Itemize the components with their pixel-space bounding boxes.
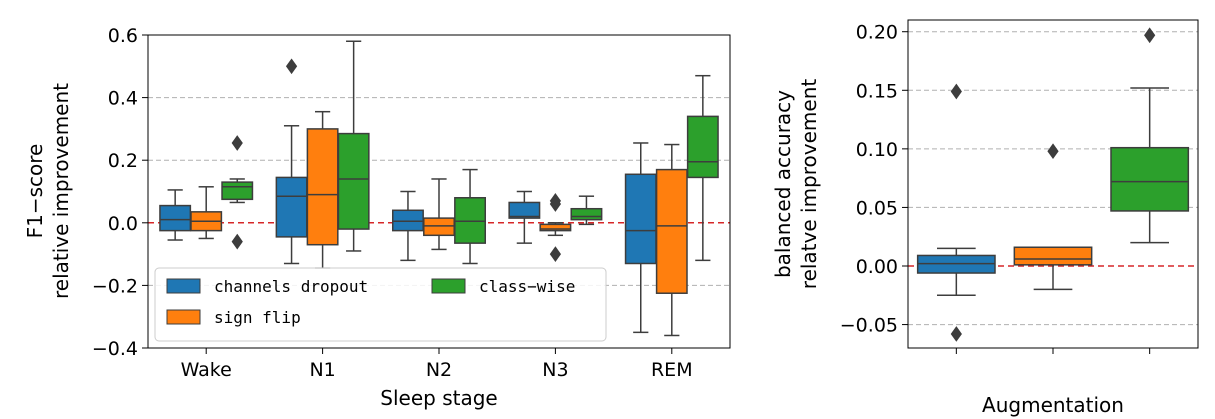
left-y-axis-label-line2: relative improvement — [49, 83, 73, 299]
legend-frame — [154, 267, 607, 342]
left-y-tick-label: −0.2 — [92, 275, 138, 297]
right-box-channels-dropout-outlier-0 — [950, 83, 962, 100]
left-boxes — [159, 40, 719, 337]
right-y-ticks: −0.05 0.00 0.05 0.10 0.15 0.20 — [840, 22, 908, 337]
left-x-tick-label: REM — [651, 359, 693, 381]
left-box-class-wise-n2-box — [454, 197, 486, 244]
right-y-tick-label: 0.20 — [856, 22, 898, 44]
legend-label-channels-dropout: channels dropout — [214, 277, 368, 296]
right-boxes — [916, 27, 1190, 342]
left-box-sign-flip-n3-outlier-1 — [549, 196, 562, 212]
left-box-channels-dropout-n1-box — [275, 176, 308, 238]
left-y-axis-label-line1: F1−score — [23, 144, 47, 239]
left-box-channels-dropout-n3-box — [508, 201, 541, 219]
legend: channels dropout sign flip class−wise — [154, 267, 607, 342]
right-y-axis-label-line1: balanced accuracy — [771, 90, 795, 278]
left-box-class-wise-wake-box — [221, 181, 254, 201]
left-x-tick-label: N2 — [426, 359, 452, 381]
left-x-tick-label: N1 — [309, 359, 335, 381]
left-box-channels-dropout-wake-box — [159, 204, 192, 232]
left-box-sign-flip-rem-box — [655, 168, 688, 294]
left-y-tick-label: 0.2 — [108, 150, 138, 172]
right-box-sign-flip-box — [1013, 246, 1093, 266]
left-y-tick-label: 0.4 — [108, 88, 138, 110]
left-panel: −0.4 −0.2 0.0 0.2 0.4 0.6 Wake N1 N2 N3 REM Sleep… — [23, 25, 731, 410]
right-panel: −0.05 0.00 0.05 0.10 0.15 0.20 Augmentation b… — [771, 19, 1199, 417]
left-y-tick-label: 0.0 — [108, 213, 138, 235]
legend-swatch-sign-flip — [166, 309, 201, 325]
left-x-tick-label: Wake — [181, 359, 232, 381]
right-y-axis-label-line2: relatve improvement — [797, 79, 821, 290]
left-y-tick-label: −0.4 — [92, 338, 138, 360]
left-y-ticks: −0.4 −0.2 0.0 0.2 0.4 0.6 — [92, 25, 148, 360]
right-x-ticks — [955, 348, 1151, 354]
right-y-tick-label: 0.10 — [856, 139, 898, 161]
left-box-class-wise-n3-box — [570, 207, 603, 221]
left-box-sign-flip-n3-outlier-2 — [549, 246, 562, 262]
right-y-tick-label: −0.05 — [840, 315, 898, 337]
left-box-class-wise-n1-box — [337, 132, 370, 230]
right-box-class-wise-outlier-0 — [1144, 27, 1156, 44]
left-box-class-wise-wake-outlier-1 — [231, 233, 243, 250]
legend-swatch-channels-dropout — [166, 278, 201, 294]
right-y-tick-label: 0.15 — [856, 80, 898, 102]
legend-label-sign-flip: sign flip — [214, 308, 301, 327]
left-box-class-wise-wake-outlier-0 — [231, 135, 243, 151]
left-box-channels-dropout-n2-box — [392, 209, 424, 232]
left-x-tick-label: N3 — [542, 359, 568, 381]
left-x-ticks: Wake N1 N2 N3 REM — [181, 348, 693, 381]
left-box-sign-flip-n3-box — [539, 223, 572, 232]
legend-label-class-wise: class−wise — [479, 277, 575, 296]
left-box-channels-dropout-rem-box — [624, 173, 657, 265]
right-y-tick-label: 0.05 — [856, 197, 898, 219]
right-y-tick-label: 0.00 — [856, 256, 898, 278]
right-x-axis-label: Augmentation — [982, 393, 1124, 417]
right-box-class-wise-box — [1110, 146, 1190, 212]
right-box-channels-dropout-outlier-1 — [950, 326, 962, 342]
right-box-sign-flip-outlier-0 — [1047, 143, 1059, 160]
left-x-axis-label: Sleep stage — [380, 386, 497, 410]
left-box-sign-flip-n1-box — [306, 128, 339, 246]
left-box-sign-flip-n2-box — [423, 217, 455, 237]
left-box-class-wise-rem-box — [686, 115, 719, 179]
legend-swatch-class-wise — [431, 278, 466, 294]
left-y-tick-label: 0.6 — [108, 25, 138, 47]
left-box-channels-dropout-n1-outlier-0 — [285, 58, 298, 75]
